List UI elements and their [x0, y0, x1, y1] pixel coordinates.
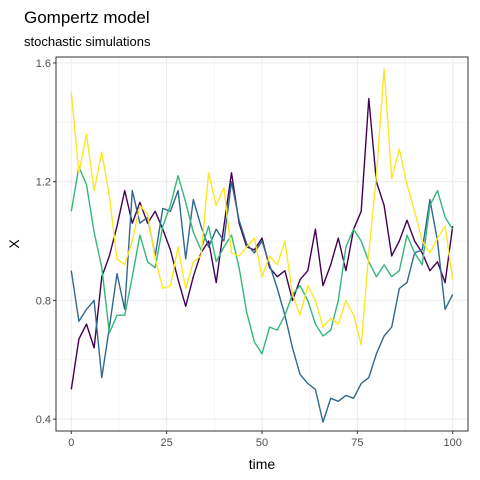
x-tick-label: 75: [351, 437, 363, 449]
chart-title: Gompertz model: [24, 8, 150, 27]
y-tick-label: 1.2: [36, 177, 51, 189]
chart-subtitle: stochastic simulations: [24, 34, 151, 49]
x-axis-ticks: 0 25 50 75 100: [68, 431, 462, 449]
x-tick-label: 0: [68, 437, 74, 449]
x-tick-label: 25: [161, 437, 173, 449]
y-tick-label: 1.6: [36, 58, 51, 70]
series-line-4: [70, 68, 454, 346]
x-tick-label: 100: [444, 437, 462, 449]
series-line-2: [70, 180, 454, 423]
series-layer: [70, 68, 454, 423]
y-tick-label: 0.8: [36, 295, 51, 307]
x-axis-title: time: [249, 456, 276, 472]
y-tick-label: 0.4: [36, 414, 51, 426]
y-axis-ticks: 0.4 0.8 1.2 1.6: [36, 58, 56, 426]
series-line-1: [70, 97, 454, 390]
y-axis-title: X: [6, 239, 22, 249]
x-tick-label: 50: [256, 437, 268, 449]
series-line-3: [70, 166, 454, 355]
